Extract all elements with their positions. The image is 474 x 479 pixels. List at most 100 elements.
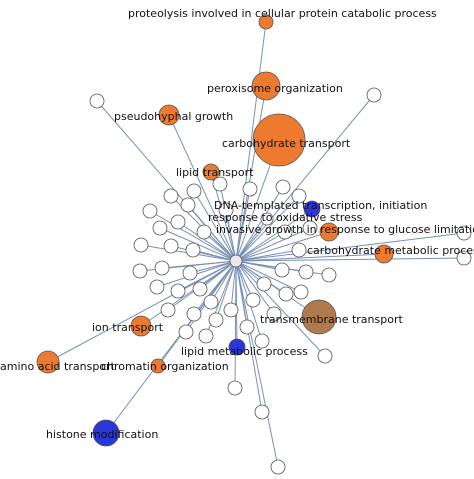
edge <box>105 260 237 434</box>
node-proteolysis <box>258 14 274 30</box>
edge <box>149 210 237 262</box>
node-cluster <box>239 319 255 335</box>
node-cluster <box>163 188 179 204</box>
node-chromatin-organization <box>150 358 166 374</box>
node-outer <box>366 87 382 103</box>
node-cluster <box>186 183 202 199</box>
node-cluster <box>321 267 337 283</box>
edge <box>177 221 237 262</box>
node-ion-transport <box>130 315 152 337</box>
label-dna-templated-transcription: DNA-templated transcription, initiation <box>214 199 427 212</box>
edge <box>235 231 286 262</box>
node-cluster <box>196 224 212 240</box>
edge <box>235 232 465 262</box>
node-cluster <box>254 333 270 349</box>
node-histone-modification <box>92 419 120 447</box>
label-response-oxidative-stress: response to oxidative stress <box>208 211 363 224</box>
nodes-layer <box>36 14 472 475</box>
node-cluster <box>256 276 272 292</box>
node-outer <box>89 93 105 109</box>
edge <box>235 208 313 262</box>
node-cluster <box>142 203 158 219</box>
edge <box>168 114 237 262</box>
node-cluster <box>192 281 208 297</box>
label-lipid-metabolic-process: lipid metabolic process <box>181 345 308 358</box>
node-cluster <box>160 302 176 318</box>
node-outer <box>254 404 270 420</box>
edge <box>235 260 279 468</box>
label-ion-transport: ion transport <box>92 321 164 334</box>
node-cluster <box>302 220 318 236</box>
edge <box>235 227 311 262</box>
node-cluster <box>152 220 168 236</box>
node-cluster <box>154 260 170 276</box>
edge <box>235 260 302 293</box>
node-transmembrane-transport <box>301 299 337 335</box>
edge <box>235 231 330 262</box>
edge <box>235 94 375 262</box>
edge <box>235 260 248 328</box>
edge <box>235 85 267 262</box>
edge <box>235 186 284 262</box>
label-peroxisome-organization: peroxisome organization <box>207 82 343 95</box>
label-lipid-transport: lipid transport <box>176 166 254 179</box>
node-cluster <box>242 181 258 197</box>
node-lipid-metabolic-process <box>228 338 246 356</box>
label-carbohydrate-metabolic-process: carbohydrate metabolic process <box>307 244 474 257</box>
node-cluster <box>266 306 282 322</box>
node-outer <box>456 225 472 241</box>
node-cluster <box>291 242 307 258</box>
edge <box>47 260 237 363</box>
edge <box>235 260 326 357</box>
label-chromatin-organization: chromatin organization <box>101 360 229 373</box>
edge <box>177 260 237 292</box>
edge <box>235 195 300 262</box>
node-carbohydrate-transport <box>252 113 306 167</box>
node-cluster <box>293 284 309 300</box>
edge <box>235 21 267 262</box>
node-cluster <box>149 279 165 295</box>
node-outer <box>456 250 472 266</box>
edge <box>193 190 237 262</box>
node-amino-acid-transport <box>36 350 60 374</box>
edge <box>235 188 251 262</box>
node-cluster <box>163 238 179 254</box>
edge <box>187 204 237 262</box>
node-carbohydrate-metabolic-process <box>374 244 394 264</box>
node-cluster <box>182 265 198 281</box>
node-cluster <box>291 188 307 204</box>
edge <box>225 209 237 262</box>
edge <box>193 260 237 315</box>
node-cluster <box>185 242 201 258</box>
label-histone-modification: histone modification <box>46 428 158 441</box>
node-cluster <box>170 283 186 299</box>
label-transmembrane-transport: transmembrane transport <box>260 313 403 326</box>
edge <box>230 260 237 311</box>
node-response-oxidative-stress <box>260 212 274 226</box>
node-outer <box>317 348 333 364</box>
label-pseudohyphal-growth: pseudohyphal growth <box>114 110 233 123</box>
node-outer <box>227 380 243 396</box>
node-cluster <box>203 294 219 310</box>
node-cluster <box>132 263 148 279</box>
edge <box>235 253 385 262</box>
edge <box>161 260 237 269</box>
edge <box>235 249 300 262</box>
edge <box>235 260 275 315</box>
node-cluster <box>218 202 234 218</box>
edge <box>159 227 237 262</box>
edge <box>235 218 268 262</box>
node-cluster <box>278 286 294 302</box>
label-proteolysis: proteolysis involved in cellular protein… <box>128 7 437 20</box>
node-cluster <box>178 324 194 340</box>
node-cluster <box>208 312 224 328</box>
node-invasive-growth <box>319 222 339 242</box>
node-outer <box>270 459 286 475</box>
node-peroxisome-organization <box>251 71 281 101</box>
node-cluster <box>180 197 196 213</box>
node-cluster <box>223 302 239 318</box>
label-carbohydrate-transport: carbohydrate transport <box>222 137 351 150</box>
node-cluster <box>198 328 214 344</box>
